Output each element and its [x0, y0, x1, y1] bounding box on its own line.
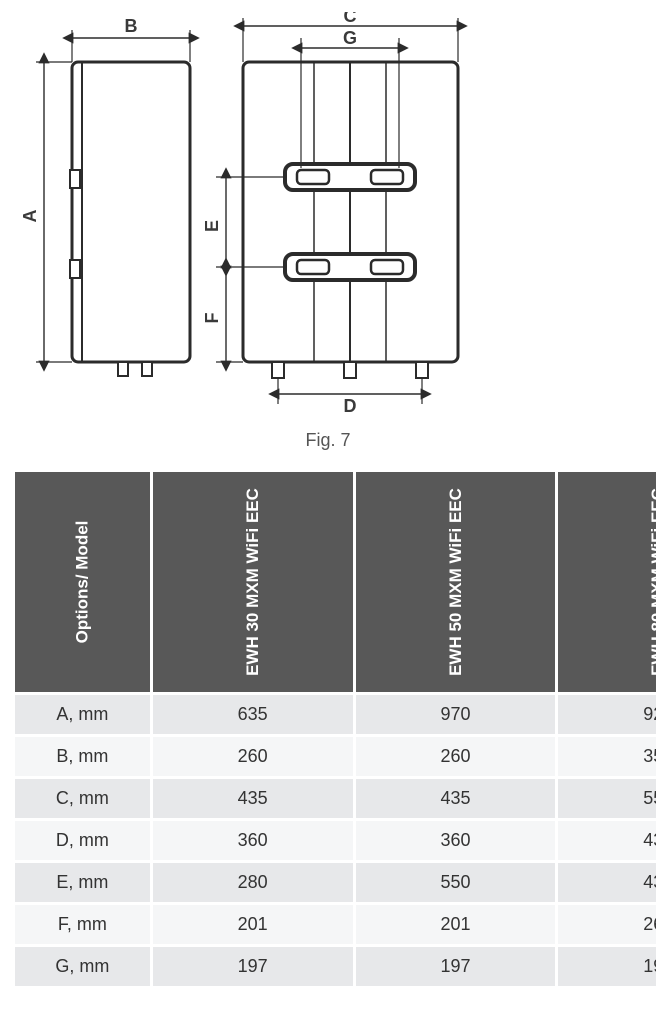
- spec-table: Options/ Model EWH 30 MXM WiFi EEC EWH 5…: [12, 469, 656, 989]
- table-row: A, mm 635 970 920 1135: [15, 695, 656, 734]
- spec-header-row: Options/ Model EWH 30 MXM WiFi EEC EWH 5…: [15, 472, 656, 692]
- dim-label-E: E: [202, 220, 222, 232]
- cell: 201: [153, 905, 353, 944]
- dim-D: D: [278, 378, 422, 416]
- cell: 260: [153, 737, 353, 776]
- row-label: D, mm: [15, 821, 150, 860]
- dim-label-D: D: [344, 396, 357, 416]
- cell: 201: [356, 905, 556, 944]
- cell: 435: [153, 779, 353, 818]
- row-label: E, mm: [15, 863, 150, 902]
- rear-view: [243, 62, 458, 378]
- diagram-svg: A B C G E F D: [18, 12, 638, 422]
- cell: 197: [558, 947, 656, 986]
- dim-label-F: F: [202, 313, 222, 324]
- cell: 197: [356, 947, 556, 986]
- cell: 435: [356, 779, 556, 818]
- dimension-diagram: A B C G E F D: [18, 12, 638, 422]
- cell: 260: [356, 737, 556, 776]
- table-row: F, mm 201 201 267 267: [15, 905, 656, 944]
- row-label: G, mm: [15, 947, 150, 986]
- row-label: A, mm: [15, 695, 150, 734]
- cell: 550: [356, 863, 556, 902]
- cell: 555: [558, 779, 656, 818]
- table-row: E, mm 280 550 430 600: [15, 863, 656, 902]
- header-model-1: EWH 50 MXM WiFi EEC: [356, 472, 556, 692]
- dim-label-G: G: [343, 28, 357, 48]
- table-row: G, mm 197 197 197 197: [15, 947, 656, 986]
- cell: 430: [558, 863, 656, 902]
- cell: 430: [558, 821, 656, 860]
- cell: 360: [356, 821, 556, 860]
- header-model-0: EWH 30 MXM WiFi EEC: [153, 472, 353, 692]
- header-model-2: EWH 80 MXM WiFi EEC: [558, 472, 656, 692]
- table-row: C, mm 435 435 555 555: [15, 779, 656, 818]
- cell: 635: [153, 695, 353, 734]
- row-label: B, mm: [15, 737, 150, 776]
- dim-A: A: [20, 62, 72, 362]
- dim-label-B: B: [125, 16, 138, 36]
- cell: 280: [153, 863, 353, 902]
- cell: 970: [356, 695, 556, 734]
- table-row: D, mm 360 360 430 430: [15, 821, 656, 860]
- figure-caption: Fig. 7: [12, 430, 644, 451]
- cell: 350: [558, 737, 656, 776]
- dim-F: F: [202, 267, 243, 362]
- cell: 920: [558, 695, 656, 734]
- spec-body: A, mm 635 970 920 1135 B, mm 260 260 350…: [15, 695, 656, 986]
- side-view: [70, 62, 190, 376]
- dim-B: B: [72, 16, 190, 62]
- table-row: B, mm 260 260 350 350: [15, 737, 656, 776]
- cell: 360: [153, 821, 353, 860]
- row-label: F, mm: [15, 905, 150, 944]
- dim-label-C: C: [344, 12, 357, 26]
- dim-label-A: A: [20, 210, 40, 223]
- row-label: C, mm: [15, 779, 150, 818]
- cell: 267: [558, 905, 656, 944]
- header-options: Options/ Model: [15, 472, 150, 692]
- cell: 197: [153, 947, 353, 986]
